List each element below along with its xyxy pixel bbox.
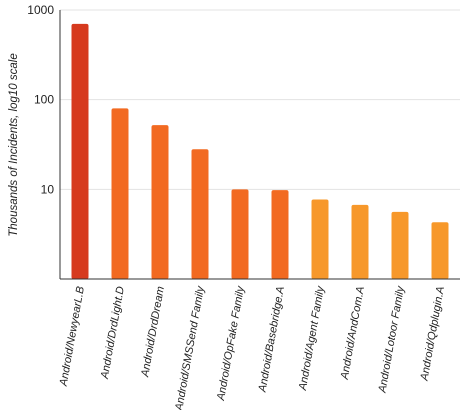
x-tick-label: Android/Qdplugin.A bbox=[418, 285, 447, 382]
bar bbox=[191, 149, 209, 279]
x-tick-label: Android/AndCom.A bbox=[339, 285, 367, 381]
bar bbox=[231, 189, 249, 279]
bars bbox=[71, 23, 449, 279]
bar bbox=[271, 190, 289, 279]
x-tick-label: Android/NewyearL.B bbox=[57, 285, 87, 387]
x-tick-label: Android/Lotoor Family bbox=[376, 284, 407, 395]
x-tick-labels: Android/NewyearL.B Android/DrdLight.D Andr… bbox=[57, 284, 447, 410]
y-tick-label: 10 bbox=[41, 182, 55, 196]
x-tick-label: Android/SMSSend Family bbox=[173, 284, 207, 410]
bar bbox=[391, 211, 409, 279]
y-tick-labels: 1000 100 10 bbox=[27, 3, 54, 196]
x-tick-label: Android/DrdLight.D bbox=[99, 285, 127, 380]
y-tick-label: 1000 bbox=[27, 3, 54, 17]
y-axis-label: Thousands of Incidents, log10 scale bbox=[8, 53, 20, 236]
bar bbox=[111, 108, 129, 279]
x-tick-label: Android/DrdDream bbox=[139, 285, 167, 378]
bar bbox=[151, 125, 169, 279]
bar bbox=[351, 204, 369, 279]
x-tick-label: Android/OpFake Family bbox=[215, 284, 247, 402]
x-tick-label: Android/Agent Family bbox=[297, 284, 328, 392]
bar bbox=[431, 222, 449, 279]
bar bbox=[71, 23, 89, 279]
x-tick-label: Android/Basebridge.A bbox=[256, 285, 287, 393]
y-tick-label: 100 bbox=[34, 93, 54, 107]
bar bbox=[311, 199, 329, 279]
